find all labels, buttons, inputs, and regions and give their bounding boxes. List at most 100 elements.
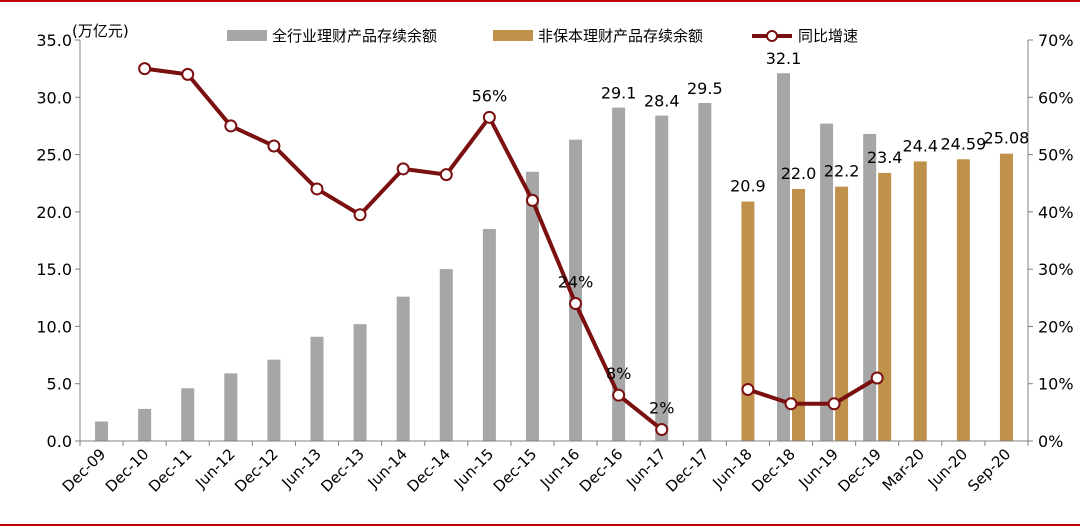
growth-line-marker	[310, 182, 324, 196]
legend: 全行业理财产品存续余额 非保本理财产品存续余额 同比增速	[227, 27, 858, 45]
left-axis-tick-label: 35.0	[36, 31, 72, 50]
x-axis-category-label: Jun-12	[191, 445, 238, 492]
left-axis-tick-label: 0.0	[47, 432, 72, 451]
bar-series-1	[138, 408, 152, 441]
x-axis-category-label: Dec-09	[59, 445, 110, 496]
growth-line-marker	[138, 62, 152, 76]
bar-series-2	[792, 188, 805, 441]
growth-line-marker	[784, 397, 798, 411]
bar-series-1	[655, 115, 669, 442]
right-axis: 0% 10% 20% 30% 40% 50% 60% 70%	[1027, 31, 1074, 451]
bar-data-label-series-1: 29.5	[687, 79, 723, 98]
legend-label-series-1: 全行业理财产品存续余额	[272, 27, 437, 45]
growth-line-marker	[224, 119, 238, 133]
bar-series-2	[878, 172, 892, 441]
bar-data-label-series-2: 24.4	[902, 136, 938, 155]
line-series	[138, 62, 884, 437]
bar-series-2	[741, 201, 755, 441]
growth-line-marker	[612, 388, 626, 402]
x-axis-category-label: Dec-18	[748, 445, 799, 496]
growth-line-segment	[747, 376, 879, 406]
legend-label-series-2: 非保本理财产品存续余额	[538, 27, 703, 45]
growth-data-label: 2%	[649, 399, 674, 418]
bar-data-label-series-1: 32.1	[766, 49, 802, 68]
x-axis-category-label: Dec-13	[317, 445, 368, 496]
bar-data-label-series-2: 20.9	[730, 177, 766, 196]
growth-data-label: 24%	[558, 273, 594, 292]
left-axis-tick-label: 30.0	[36, 88, 72, 107]
growth-line-marker	[525, 193, 539, 207]
growth-line-marker	[655, 423, 669, 437]
x-axis-category-label: Dec-11	[145, 445, 196, 496]
bar-series-2	[835, 186, 849, 441]
x-axis-category-label: Dec-14	[404, 445, 455, 496]
right-axis-tick-label: 0%	[1038, 432, 1063, 451]
legend-swatch-series-2	[493, 30, 533, 41]
left-axis: 0.0 5.0 10.0 15.0 20.0 25.0 30.0 35.0	[36, 31, 81, 451]
growth-line-marker	[569, 297, 583, 311]
bar-series-1	[698, 103, 712, 441]
bar-data-label-series-1: 29.1	[601, 84, 637, 103]
growth-data-label: 56%	[472, 86, 508, 105]
growth-line-marker	[396, 162, 410, 176]
x-axis-category-label: Dec-12	[231, 445, 282, 496]
growth-line-marker	[870, 371, 884, 385]
bar-series-1	[777, 73, 790, 442]
x-axis-category-label: Jun-13	[277, 445, 324, 492]
bar-series-1	[525, 171, 539, 441]
x-axis-category-label: Dec-17	[662, 445, 713, 496]
x-axis-category-label: Jun-20	[924, 445, 971, 492]
bars	[95, 73, 1013, 442]
x-axis-category-label: Dec-19	[834, 445, 885, 496]
right-axis-tick-label: 70%	[1038, 31, 1074, 50]
bar-data-label-series-2: 23.4	[867, 148, 903, 167]
right-axis-tick-label: 30%	[1038, 260, 1074, 279]
left-axis-tick-label: 10.0	[36, 317, 72, 336]
bar-series-2	[999, 153, 1013, 442]
growth-line-marker	[181, 67, 195, 81]
x-axis-category-label: Jun-18	[708, 445, 755, 492]
growth-line-marker	[353, 208, 367, 222]
bar-data-label-series-1: 28.4	[644, 92, 680, 111]
right-axis-tick-label: 20%	[1038, 317, 1074, 336]
legend-label-series-3: 同比增速	[798, 27, 858, 45]
bar-series-1	[181, 388, 195, 441]
bar-series-1	[353, 324, 367, 441]
growth-data-label: 8%	[606, 364, 631, 383]
x-axis-category-label: Jun-15	[450, 445, 497, 492]
right-axis-tick-label: 50%	[1038, 146, 1074, 165]
left-axis-tick-label: 5.0	[47, 375, 72, 394]
x-axis-category-label: Mar-20	[879, 445, 928, 494]
line-labels: 56% 24% 8% 2%	[472, 86, 675, 417]
bar-series-1	[396, 296, 410, 441]
x-axis-category-label: Dec-10	[102, 445, 153, 496]
legend-marker-series-3	[766, 30, 778, 42]
bar-series-2	[956, 159, 970, 441]
growth-line-marker	[439, 168, 453, 182]
bar-labels: 29.1 28.4 29.5 20.9 32.1 22.0 22.2 23.424.4 24.5…	[601, 49, 1030, 195]
x-axis-category-label: Jun-17	[622, 445, 669, 492]
x-axis-category-label: Jun-16	[536, 445, 583, 492]
growth-line-marker	[482, 110, 496, 124]
bar-series-1	[224, 373, 238, 441]
bar-series-1	[612, 107, 626, 442]
bar-series-1	[267, 359, 281, 441]
bar-data-label-series-2: 22.0	[781, 164, 817, 183]
bar-series-1	[863, 133, 877, 441]
left-axis-tick-label: 15.0	[36, 260, 72, 279]
right-axis-tick-label: 60%	[1038, 88, 1074, 107]
bar-series-2	[913, 161, 927, 441]
x-axis: Dec-09Dec-10Dec-11Jun-12Dec-12Jun-13Dec-…	[59, 440, 1029, 496]
bar-series-1	[439, 269, 453, 441]
legend-swatch-series-1	[227, 30, 267, 41]
left-axis-unit: (万亿元)	[72, 22, 129, 40]
bar-data-label-series-2: 24.59	[940, 134, 986, 153]
x-axis-category-label: Sep-20	[964, 445, 1014, 495]
bar-series-1	[482, 229, 496, 441]
bar-series-1	[310, 336, 324, 441]
right-axis-tick-label: 10%	[1038, 375, 1074, 394]
growth-line-marker	[267, 139, 281, 153]
left-axis-tick-label: 25.0	[36, 146, 72, 165]
growth-line-marker	[741, 382, 755, 396]
